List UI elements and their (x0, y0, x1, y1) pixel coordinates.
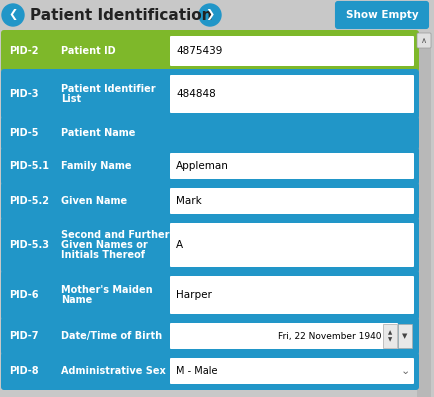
FancyBboxPatch shape (1, 116, 419, 150)
Text: PID-7: PID-7 (9, 331, 39, 341)
FancyBboxPatch shape (1, 270, 419, 320)
Circle shape (2, 4, 24, 26)
Text: ▼: ▼ (388, 337, 392, 342)
Text: Patient ID: Patient ID (61, 46, 115, 56)
FancyBboxPatch shape (1, 147, 419, 185)
Text: Name: Name (61, 295, 92, 305)
Text: PID-3: PID-3 (9, 89, 39, 99)
Bar (398, 324, 412, 348)
Text: Initials Thereof: Initials Thereof (61, 250, 145, 260)
Text: ⌄: ⌄ (400, 366, 410, 376)
Text: PID-6: PID-6 (9, 290, 39, 300)
Text: Patient Identifier: Patient Identifier (61, 84, 156, 94)
Text: Date/Time of Birth: Date/Time of Birth (61, 331, 162, 341)
Text: Given Names or: Given Names or (61, 240, 148, 250)
Text: 484848: 484848 (176, 89, 216, 99)
Text: PID-5: PID-5 (9, 128, 39, 138)
Text: PID-2: PID-2 (9, 46, 39, 56)
FancyBboxPatch shape (170, 323, 398, 349)
FancyBboxPatch shape (1, 30, 419, 72)
FancyBboxPatch shape (170, 276, 414, 314)
Text: Harper: Harper (176, 290, 212, 300)
FancyBboxPatch shape (1, 352, 419, 390)
Text: M - Male: M - Male (176, 366, 217, 376)
FancyBboxPatch shape (1, 69, 419, 119)
Text: Family Name: Family Name (61, 161, 132, 171)
Bar (383, 324, 397, 348)
FancyBboxPatch shape (170, 153, 414, 179)
Text: Given Name: Given Name (61, 196, 127, 206)
Text: Administrative Sex: Administrative Sex (61, 366, 166, 376)
FancyBboxPatch shape (417, 33, 431, 48)
Text: PID-8: PID-8 (9, 366, 39, 376)
Text: Mark: Mark (176, 196, 202, 206)
Text: Patient Identification: Patient Identification (30, 8, 213, 23)
Text: A: A (176, 240, 183, 250)
Text: Patient Name: Patient Name (61, 128, 135, 138)
FancyBboxPatch shape (170, 75, 414, 113)
Text: Show Empty: Show Empty (346, 10, 418, 20)
Text: PID-5.2: PID-5.2 (9, 196, 49, 206)
FancyBboxPatch shape (1, 217, 419, 273)
Text: Fri, 22 November 1940: Fri, 22 November 1940 (277, 331, 381, 341)
FancyBboxPatch shape (1, 182, 419, 220)
FancyBboxPatch shape (1, 317, 419, 355)
Text: ∧: ∧ (421, 36, 427, 45)
Bar (417, 33, 431, 397)
FancyBboxPatch shape (170, 223, 414, 267)
Text: PID-5.1: PID-5.1 (9, 161, 49, 171)
Text: PID-5.3: PID-5.3 (9, 240, 49, 250)
FancyBboxPatch shape (170, 358, 414, 384)
Text: List: List (61, 94, 81, 104)
Text: Mother's Maiden: Mother's Maiden (61, 285, 153, 295)
Text: Second and Further: Second and Further (61, 230, 170, 240)
FancyBboxPatch shape (336, 2, 428, 28)
Text: 4875439: 4875439 (176, 46, 222, 56)
FancyBboxPatch shape (170, 36, 414, 66)
Text: ▼: ▼ (402, 333, 408, 339)
Text: ▲: ▲ (388, 330, 392, 335)
Text: ❯: ❯ (205, 10, 215, 21)
Circle shape (199, 4, 221, 26)
FancyBboxPatch shape (170, 188, 414, 214)
Text: Appleman: Appleman (176, 161, 229, 171)
Text: ❮: ❮ (8, 10, 18, 21)
